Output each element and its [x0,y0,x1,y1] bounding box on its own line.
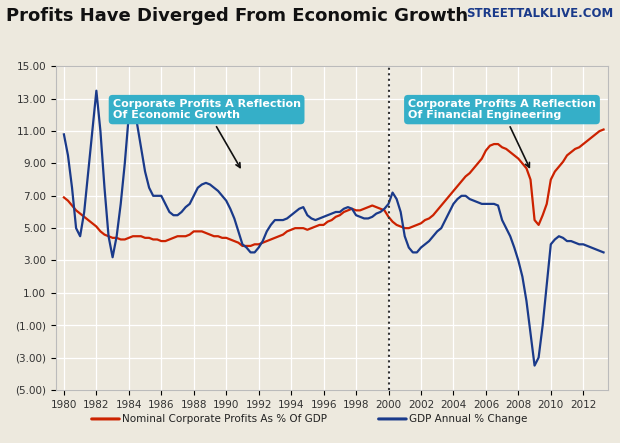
Text: Corporate Profits A Reflection
Of Financial Engineering: Corporate Profits A Reflection Of Financ… [408,99,596,167]
Text: Profits Have Diverged From Economic Growth: Profits Have Diverged From Economic Grow… [6,7,468,25]
Text: Nominal Corporate Profits As % Of GDP: Nominal Corporate Profits As % Of GDP [122,414,327,424]
Text: STREETTALKLIVE.COM: STREETTALKLIVE.COM [466,7,614,19]
Text: GDP Annual % Change: GDP Annual % Change [409,414,528,424]
Text: Corporate Profits A Reflection
Of Economic Growth: Corporate Profits A Reflection Of Econom… [113,99,301,167]
